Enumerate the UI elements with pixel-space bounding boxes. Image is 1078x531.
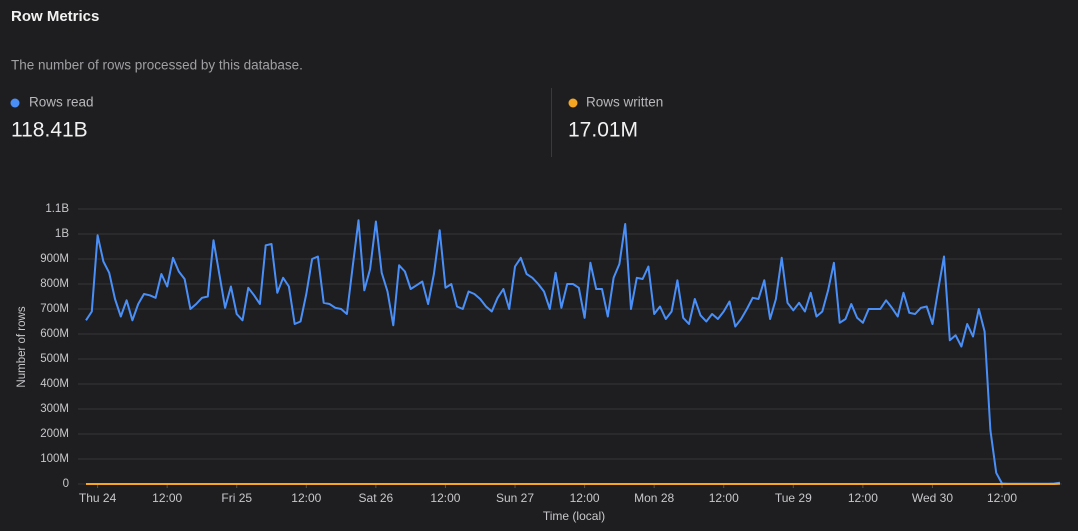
y-tick-label: 600M bbox=[40, 328, 69, 340]
series-line bbox=[85, 219, 1061, 485]
y-tick-label: 0 bbox=[63, 478, 69, 490]
legend-dot bbox=[568, 98, 578, 108]
stat-label: Rows read bbox=[29, 95, 94, 110]
y-tick-label: 800M bbox=[40, 278, 69, 290]
x-tick-label: 12:00 bbox=[570, 491, 600, 505]
x-tick-label: 12:00 bbox=[848, 491, 878, 505]
stat-value: 17.01M bbox=[568, 119, 638, 142]
x-tick-label: Sun 27 bbox=[496, 491, 534, 505]
y-tick-label: 100M bbox=[40, 453, 69, 465]
y-tick-label: 500M bbox=[40, 353, 69, 365]
x-tick-label: Tue 29 bbox=[775, 491, 812, 505]
x-axis-title: Time (local) bbox=[543, 509, 605, 523]
x-tick-label: Sat 26 bbox=[359, 491, 394, 505]
y-tick-label: 400M bbox=[40, 378, 69, 390]
legend-dot bbox=[10, 98, 20, 108]
y-tick-label: 900M bbox=[40, 253, 69, 265]
x-tick-label: 12:00 bbox=[987, 491, 1017, 505]
x-tick-label: Wed 30 bbox=[912, 491, 953, 505]
stat-label: Rows written bbox=[586, 95, 663, 110]
x-tick-label: 12:00 bbox=[152, 491, 182, 505]
y-axis-title: Number of rows bbox=[16, 306, 28, 387]
x-tick-label: Thu 24 bbox=[79, 491, 117, 505]
x-tick-label: Mon 28 bbox=[634, 491, 674, 505]
panel-subtitle: The number of rows processed by this dat… bbox=[11, 58, 303, 73]
y-tick-label: 1B bbox=[55, 228, 69, 240]
grid: 0 100M 200M 300M 400M 500M 600M 700M 800M 900M 1B 1… bbox=[40, 203, 1062, 505]
x-tick-label: 12:00 bbox=[709, 491, 739, 505]
y-tick-label: 200M bbox=[40, 428, 69, 440]
y-tick-label: 300M bbox=[40, 403, 69, 415]
panel-title: Row Metrics bbox=[11, 8, 99, 25]
plot bbox=[85, 219, 1061, 485]
x-tick-label: 12:00 bbox=[430, 491, 460, 505]
x-tick-label: 12:00 bbox=[291, 491, 321, 505]
x-tick-label: Fri 25 bbox=[221, 491, 252, 505]
y-tick-label: 700M bbox=[40, 303, 69, 315]
y-tick-label: 1.1B bbox=[45, 203, 69, 215]
stat-value: 118.41B bbox=[11, 119, 88, 142]
